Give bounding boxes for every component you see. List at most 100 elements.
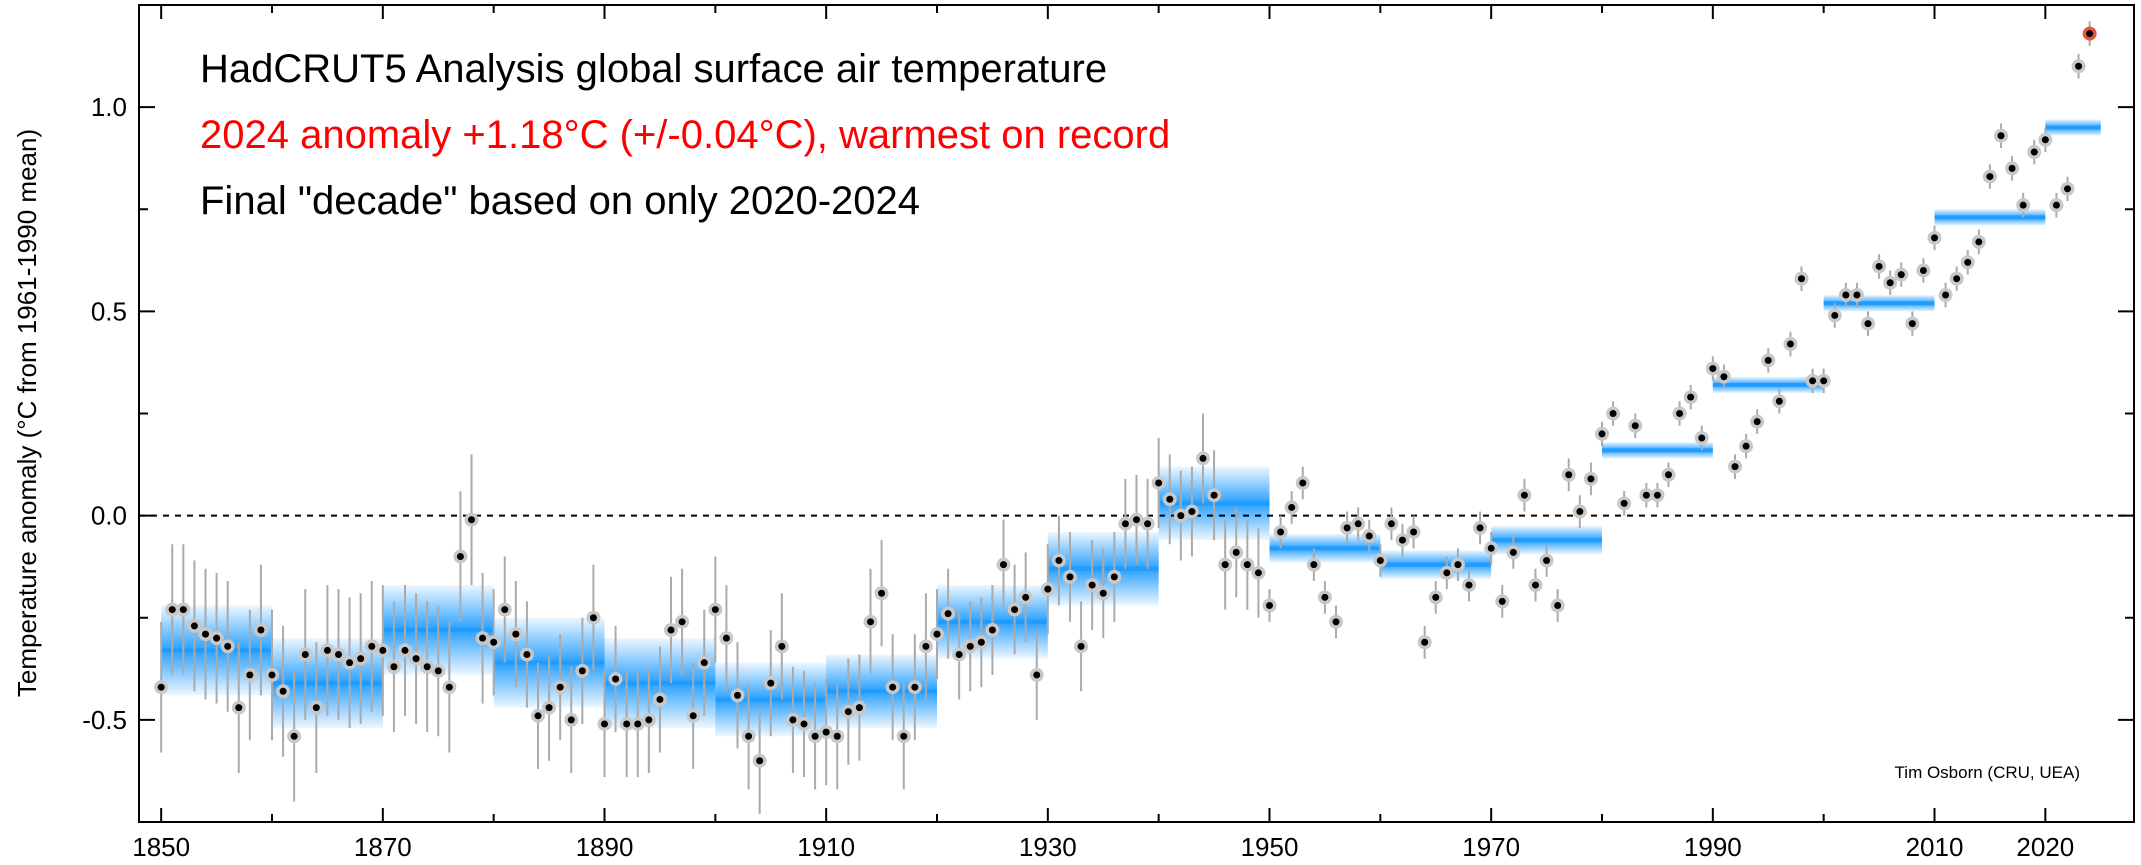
data-point <box>179 606 187 614</box>
data-point <box>1487 544 1495 552</box>
data-point <box>534 712 542 720</box>
data-point <box>900 732 908 740</box>
data-point <box>479 634 487 642</box>
plot-area <box>138 4 2135 823</box>
data-point <box>1908 320 1916 328</box>
data-point <box>889 683 897 691</box>
data-point <box>2041 136 2049 144</box>
data-point <box>1432 593 1440 601</box>
data-point <box>1875 262 1883 270</box>
data-point <box>468 516 475 524</box>
data-point <box>1476 524 1484 532</box>
x-tick-label: 1950 <box>1241 832 1299 862</box>
data-point <box>1620 499 1628 507</box>
data-point <box>1764 356 1772 364</box>
data-point <box>1676 410 1684 417</box>
data-point <box>268 671 276 679</box>
data-point <box>390 663 398 671</box>
data-point <box>855 704 863 712</box>
data-point <box>1853 291 1861 299</box>
data-point <box>789 716 797 724</box>
x-tick-label: 1970 <box>1462 832 1520 862</box>
data-point <box>933 630 941 638</box>
data-point <box>811 732 819 740</box>
data-point <box>312 704 320 712</box>
data-point <box>1587 475 1595 483</box>
x-tick-label: 1910 <box>797 832 855 862</box>
data-point <box>357 655 365 663</box>
data-point <box>745 732 753 740</box>
data-point <box>955 651 963 659</box>
data-point <box>401 646 409 654</box>
data-point <box>1498 597 1506 605</box>
data-point <box>545 704 553 712</box>
data-point <box>323 646 331 654</box>
data-point <box>722 634 730 642</box>
data-point <box>800 720 808 728</box>
data-point <box>1299 479 1307 487</box>
data-point <box>1066 573 1074 581</box>
data-point <box>190 622 198 630</box>
data-point <box>844 708 852 716</box>
data-point <box>1886 279 1894 287</box>
data-point <box>589 614 597 622</box>
data-point <box>1786 340 1794 348</box>
data-point <box>656 695 664 703</box>
data-point <box>1509 548 1517 556</box>
data-point <box>634 720 642 728</box>
data-point <box>1354 520 1362 528</box>
data-point <box>1798 275 1805 283</box>
data-point <box>1964 258 1972 266</box>
data-point <box>456 552 464 560</box>
chart-title-block: HadCRUT5 Analysis global surface air tem… <box>200 47 1170 223</box>
data-point <box>157 683 165 691</box>
data-point <box>1653 491 1661 499</box>
data-point <box>1343 524 1351 532</box>
data-point <box>213 634 221 642</box>
data-point <box>1266 601 1273 609</box>
data-point <box>2075 62 2083 70</box>
data-point <box>1155 479 1163 487</box>
data-point <box>1121 520 1129 528</box>
data-point <box>1532 581 1539 589</box>
data-point <box>977 638 985 646</box>
data-point <box>1321 593 1329 601</box>
data-point <box>1631 422 1639 430</box>
data-point <box>1399 536 1406 544</box>
data-point <box>1376 557 1384 565</box>
data-point <box>1277 528 1285 536</box>
data-point <box>412 655 420 663</box>
data-point <box>1243 561 1251 569</box>
data-point <box>2064 185 2071 193</box>
data-point <box>423 663 431 671</box>
data-point <box>778 642 786 650</box>
data-point <box>1055 557 1063 565</box>
data-point <box>1665 471 1672 479</box>
data-point <box>711 606 719 614</box>
data-point <box>1576 508 1584 516</box>
data-point <box>1221 561 1229 569</box>
data-point <box>512 630 520 638</box>
data-point <box>867 618 874 626</box>
x-tick-label: 1990 <box>1684 832 1742 862</box>
data-point <box>1099 589 1107 597</box>
data-point <box>1554 601 1562 609</box>
data-point <box>168 606 176 614</box>
data-point <box>445 683 453 691</box>
data-point <box>346 659 354 667</box>
data-point <box>988 626 996 634</box>
x-tick-label: 1850 <box>132 832 190 862</box>
data-point <box>1177 512 1185 520</box>
data-point <box>1831 311 1839 319</box>
data-point <box>1310 561 1318 569</box>
data-point <box>1332 618 1340 626</box>
data-point <box>1842 291 1850 299</box>
data-point <box>922 642 930 650</box>
y-tick-label: 1.0 <box>91 92 127 122</box>
data-point <box>1897 271 1905 279</box>
data-point <box>2052 201 2060 209</box>
data-point <box>246 671 254 679</box>
data-point <box>1709 365 1717 373</box>
data-point <box>623 720 631 728</box>
